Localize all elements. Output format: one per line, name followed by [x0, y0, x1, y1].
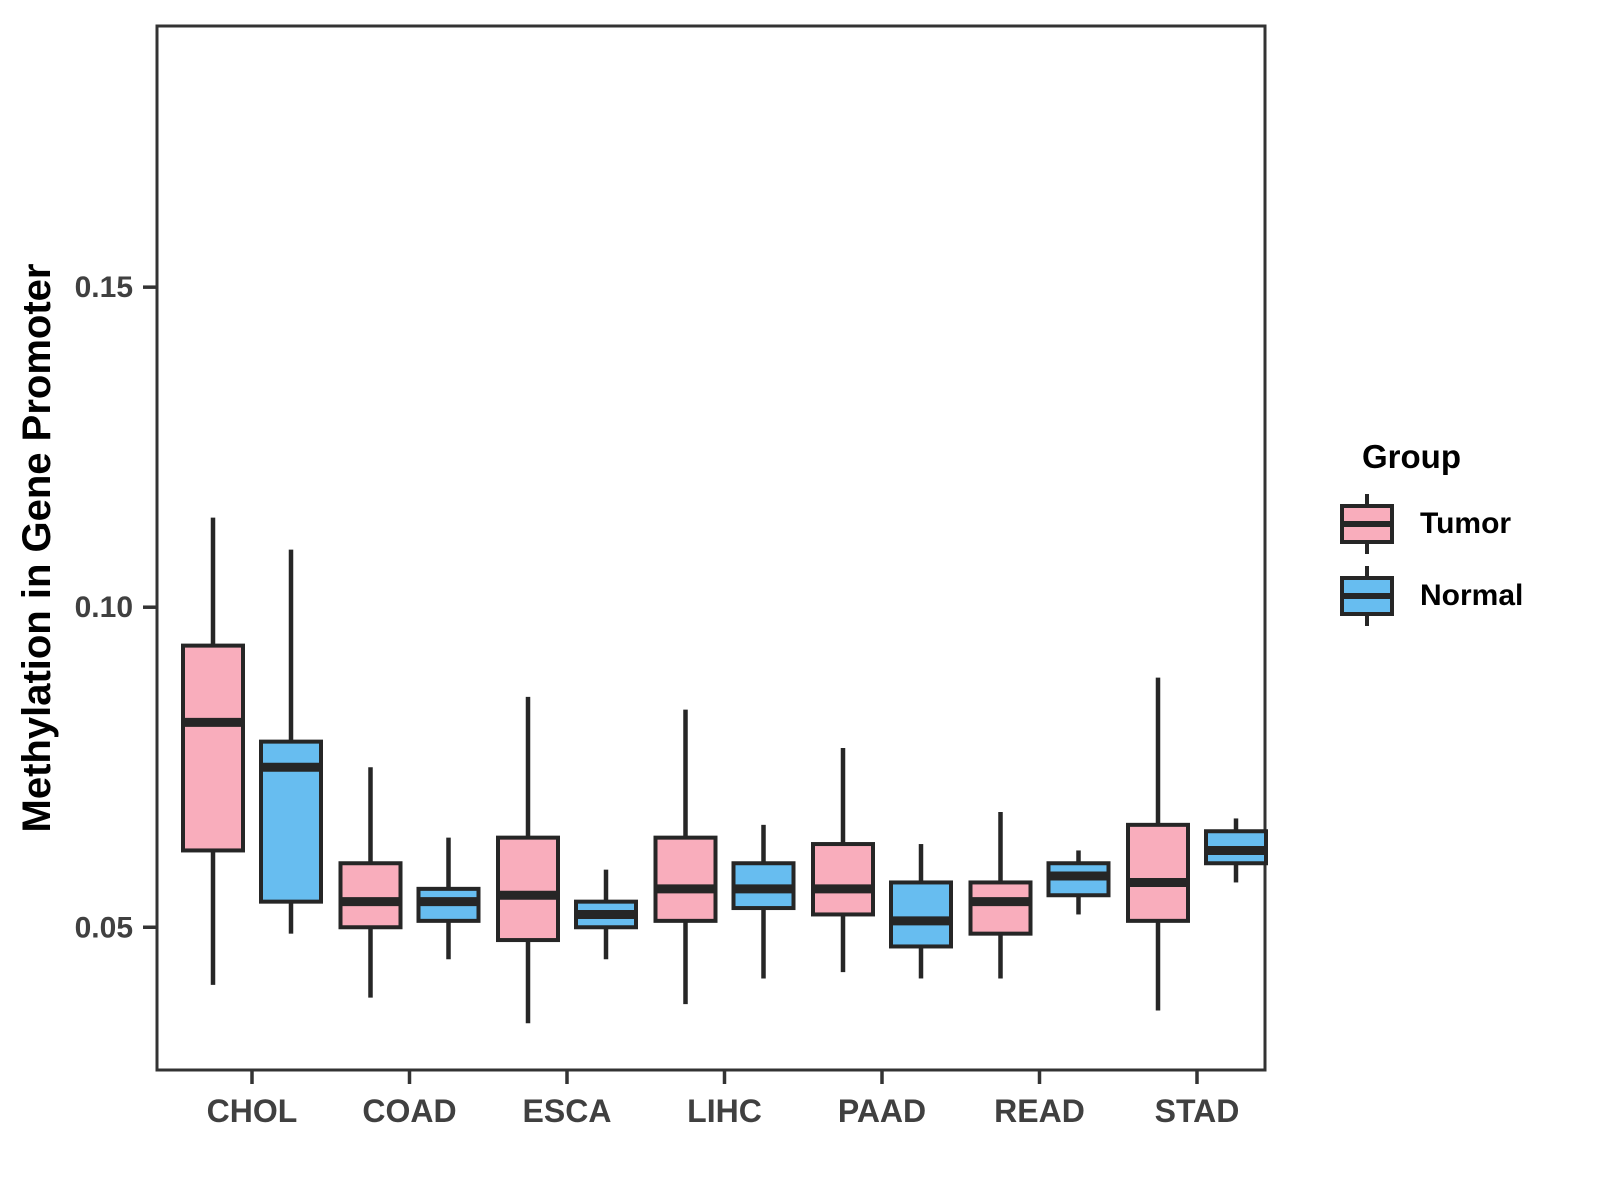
box-tumor-esca — [496, 835, 560, 943]
x-axis-label-read: READ — [994, 1093, 1085, 1129]
y-axis-tick-label: 0.15 — [75, 271, 133, 304]
legend: Group Tumor Normal — [1338, 438, 1523, 634]
legend-entry-normal: Normal — [1338, 562, 1523, 630]
x-axis-label-stad: STAD — [1155, 1093, 1240, 1129]
y-axis-tick-label: 0.05 — [75, 911, 133, 944]
legend-entry-tumor: Tumor — [1338, 490, 1523, 558]
box-tumor-coad — [338, 861, 403, 930]
normal-boxplot-key-icon — [1340, 566, 1394, 626]
legend-title: Group — [1362, 438, 1461, 475]
x-axis-label-chol: CHOL — [207, 1093, 298, 1129]
box-normal-paad — [889, 880, 953, 949]
y-axis-tick-label: 0.10 — [75, 591, 133, 624]
panel-border — [155, 24, 1267, 1072]
legend-label-normal: Normal — [1420, 579, 1524, 612]
x-axis-label-esca: ESCA — [523, 1093, 612, 1129]
x-axis-label-lihc: LIHC — [687, 1093, 762, 1129]
legend-label-tumor: Tumor — [1420, 507, 1512, 540]
box-tumor-chol — [181, 643, 245, 853]
x-axis-label-paad: PAAD — [838, 1093, 926, 1129]
box-tumor-paad — [811, 842, 875, 917]
box-tumor-lihc — [653, 835, 718, 923]
y-axis-title: Methylation in Gene Promoter — [15, 264, 59, 833]
x-axis-label-coad: COAD — [362, 1093, 456, 1129]
tumor-boxplot-key-icon — [1340, 494, 1394, 554]
box-tumor-read — [968, 880, 1033, 936]
box-tumor-stad — [1126, 822, 1190, 923]
